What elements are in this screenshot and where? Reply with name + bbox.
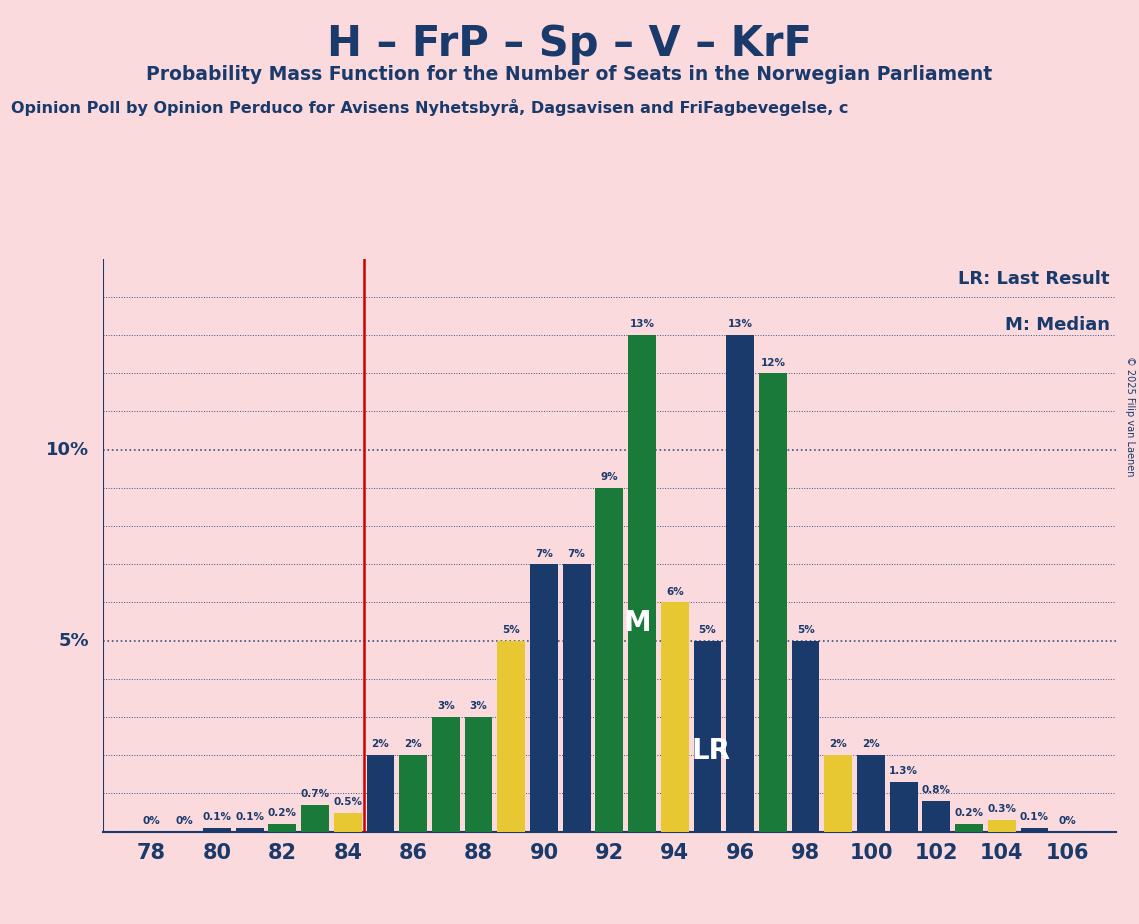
Text: 0.7%: 0.7% — [301, 789, 329, 799]
Text: 12%: 12% — [761, 358, 786, 368]
Text: 13%: 13% — [728, 320, 753, 329]
Text: 0%: 0% — [142, 816, 161, 826]
Text: Opinion Poll by Opinion Perduco for Avisens Nyhetsbyrå, Dagsavisen and FriFagbev: Opinion Poll by Opinion Perduco for Avis… — [11, 99, 849, 116]
Text: 3%: 3% — [437, 701, 454, 711]
Bar — [432, 717, 460, 832]
Text: 0.5%: 0.5% — [334, 796, 362, 807]
Text: 5%: 5% — [796, 625, 814, 635]
Text: 13%: 13% — [630, 320, 655, 329]
Text: 0%: 0% — [175, 816, 194, 826]
Bar — [465, 717, 492, 832]
Text: 5%: 5% — [502, 625, 521, 635]
Text: 0.1%: 0.1% — [235, 812, 264, 822]
Bar — [890, 782, 918, 832]
Bar — [694, 640, 721, 832]
Text: 2%: 2% — [404, 739, 423, 749]
Bar — [629, 335, 656, 832]
Text: 7%: 7% — [535, 549, 552, 558]
Bar — [759, 373, 787, 832]
Text: 2%: 2% — [371, 739, 390, 749]
Bar — [857, 755, 885, 832]
Text: LR: Last Result: LR: Last Result — [958, 270, 1109, 288]
Text: 10%: 10% — [47, 441, 90, 458]
Text: 3%: 3% — [469, 701, 487, 711]
Bar — [269, 824, 296, 832]
Bar — [988, 821, 1016, 832]
Text: M: Median: M: Median — [1005, 316, 1109, 334]
Text: H – FrP – Sp – V – KrF: H – FrP – Sp – V – KrF — [327, 23, 812, 65]
Bar — [498, 640, 525, 832]
Text: 0%: 0% — [1058, 816, 1076, 826]
Text: 5%: 5% — [59, 632, 90, 650]
Text: 2%: 2% — [829, 739, 847, 749]
Text: 0.2%: 0.2% — [268, 808, 297, 819]
Text: 0.8%: 0.8% — [921, 785, 951, 796]
Bar — [792, 640, 819, 832]
Text: 5%: 5% — [698, 625, 716, 635]
Bar — [956, 824, 983, 832]
Text: © 2025 Filip van Laenen: © 2025 Filip van Laenen — [1125, 356, 1134, 476]
Bar — [661, 602, 689, 832]
Bar — [400, 755, 427, 832]
Text: 7%: 7% — [567, 549, 585, 558]
Text: 2%: 2% — [862, 739, 879, 749]
Bar — [301, 805, 329, 832]
Text: 1.3%: 1.3% — [890, 766, 918, 776]
Text: 0.2%: 0.2% — [954, 808, 984, 819]
Text: 9%: 9% — [600, 472, 618, 482]
Bar — [923, 801, 950, 832]
Bar — [236, 828, 263, 832]
Text: M: M — [623, 609, 652, 637]
Text: Probability Mass Function for the Number of Seats in the Norwegian Parliament: Probability Mass Function for the Number… — [147, 65, 992, 84]
Bar — [334, 812, 362, 832]
Bar — [563, 565, 590, 832]
Bar — [203, 828, 231, 832]
Text: 0.3%: 0.3% — [988, 805, 1016, 814]
Text: 0.1%: 0.1% — [203, 812, 231, 822]
Bar — [1021, 828, 1048, 832]
Bar — [825, 755, 852, 832]
Text: 0.1%: 0.1% — [1019, 812, 1049, 822]
Bar — [727, 335, 754, 832]
Bar — [530, 565, 558, 832]
Text: 6%: 6% — [666, 587, 683, 597]
Text: LR: LR — [691, 737, 730, 765]
Bar — [596, 488, 623, 832]
Bar — [367, 755, 394, 832]
